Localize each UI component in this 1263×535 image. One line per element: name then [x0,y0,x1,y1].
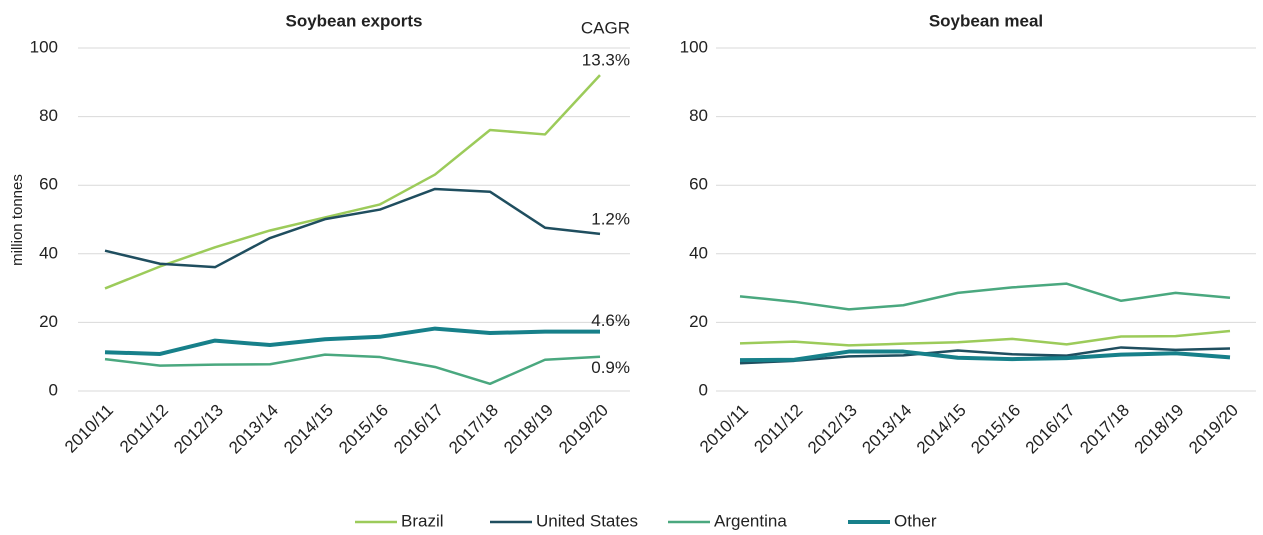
y-tick-label: 20 [689,312,708,331]
x-tick-label: 2013/14 [858,401,915,458]
x-tick-label: 2013/14 [225,401,282,458]
x-tick-label: 2016/17 [1022,401,1079,458]
x-tick-label: 2015/16 [967,401,1024,458]
y-tick-label: 100 [30,37,58,56]
series-line [739,349,1231,363]
y-tick-label: 0 [699,380,708,399]
series-label: 0.9% [591,358,630,377]
series-line [739,282,1231,311]
y-tick-label: 20 [39,312,58,331]
x-tick-label: 2018/19 [500,401,557,458]
y-axis-label: million tonnes [9,174,26,266]
x-tick-label: 2017/18 [1076,401,1133,458]
x-tick-label: 2011/12 [116,401,172,457]
y-tick-label: 80 [689,106,708,125]
x-tick-label: 2019/20 [555,401,612,458]
series-line [739,329,1231,347]
series-line [739,346,1231,365]
y-tick-label: 0 [49,380,58,399]
annotation: CAGR [581,19,630,38]
y-tick-label: 40 [39,243,58,262]
y-tick-label: 40 [689,243,708,262]
series-line [104,326,600,356]
x-tick-label: 2018/19 [1131,401,1188,458]
legend-item: United States [490,511,638,530]
x-tick-label: 2012/13 [804,401,861,458]
series-line [104,74,601,290]
x-tick-label: 2017/18 [445,401,502,458]
y-tick-label: 100 [680,37,708,56]
series-label: 13.3% [582,51,630,70]
x-tick-label: 2012/13 [170,401,227,458]
x-tick-label: 2016/17 [390,401,447,458]
series-line [104,187,601,269]
x-tick-label: 2014/15 [280,401,337,458]
x-tick-label: 2015/16 [335,401,392,458]
x-tick-label: 2014/15 [913,401,970,458]
legend-label: Brazil [401,511,444,530]
y-tick-label: 60 [689,175,708,194]
series-label: 4.6% [591,311,630,330]
legend-label: United States [536,511,638,530]
legend-item: Other [848,511,937,530]
legend-label: Argentina [714,511,787,530]
chart-title: Soybean exports [286,11,423,30]
series-line [104,353,601,386]
y-tick-label: 80 [39,106,58,125]
x-tick-label: 2011/12 [750,401,806,457]
x-tick-label: 2010/11 [61,401,117,457]
chart-title: Soybean meal [929,11,1043,30]
y-tick-label: 60 [39,175,58,194]
series-label: 1.2% [591,209,630,228]
legend-item: Argentina [668,511,787,530]
x-tick-label: 2019/20 [1185,401,1242,458]
legend-label: Other [894,511,937,530]
legend-item: Brazil [355,511,444,530]
x-tick-label: 2010/11 [696,401,752,457]
